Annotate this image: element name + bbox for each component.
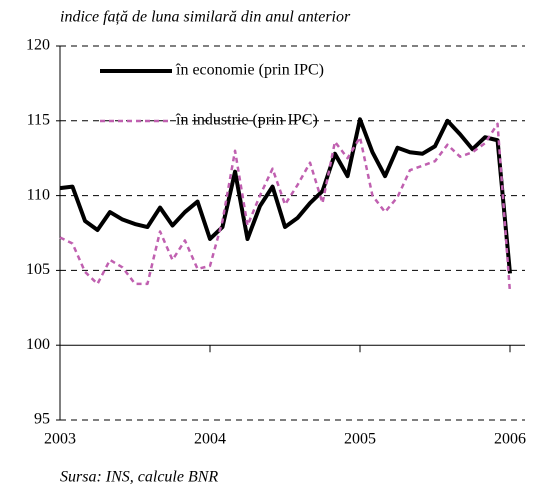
x-tick-label: 2003	[44, 431, 76, 448]
y-tick-label: 95	[34, 411, 50, 428]
x-tick-label: 2006	[494, 431, 526, 448]
y-tick-label: 100	[26, 336, 50, 353]
data-line	[59, 117, 512, 274]
data-line	[59, 122, 512, 293]
x-tick-label: 2005	[344, 431, 376, 448]
legend-label: în industrie (prin IPC)	[175, 112, 318, 129]
source-note: Sursa: INS, calcule BNR	[60, 469, 218, 486]
y-tick-label: 105	[26, 261, 50, 278]
chart-title: indice față de luna similară din anul an…	[60, 9, 351, 26]
y-tick-label: 115	[27, 111, 50, 128]
y-tick-label: 120	[26, 37, 50, 54]
legend-label: în economie (prin IPC)	[175, 62, 324, 79]
x-tick-label: 2004	[194, 431, 226, 448]
y-tick-label: 110	[27, 186, 50, 203]
